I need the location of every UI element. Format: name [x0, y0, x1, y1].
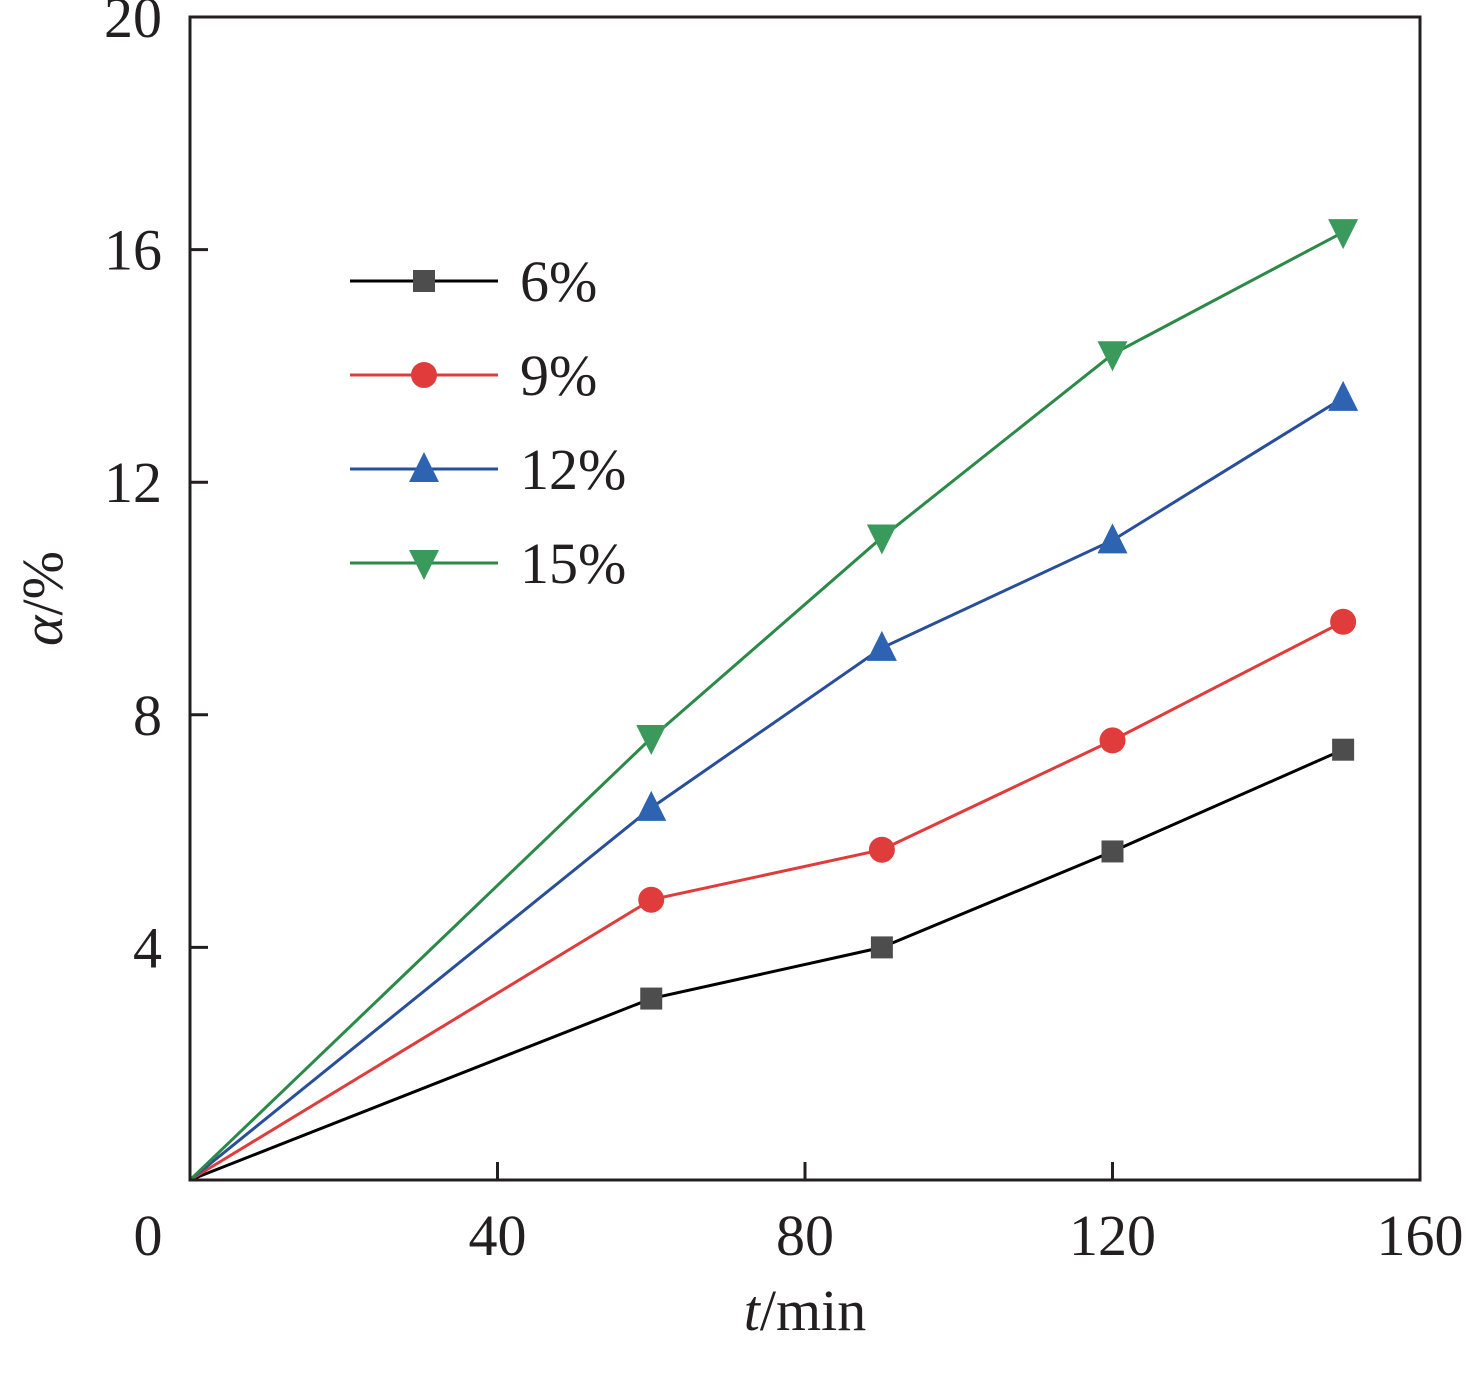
x-axis-unit: /min: [760, 1278, 866, 1343]
series-12-percent: [189, 380, 1359, 1182]
data-point: [866, 630, 897, 661]
data-point: [1101, 840, 1124, 863]
x-tick-label: 40: [469, 1203, 527, 1268]
y-tick-label: 4: [133, 915, 162, 980]
series-line: [189, 620, 1344, 1182]
y-axis-variable: α: [10, 614, 75, 646]
axis-ticks: [190, 15, 1422, 1180]
series-line: [189, 748, 1344, 1182]
y-tick-label: 20: [104, 0, 162, 50]
data-point: [638, 886, 665, 913]
series-line: [189, 396, 1344, 1182]
data-point: [1332, 738, 1355, 761]
data-point: [1097, 341, 1128, 372]
data-point: [866, 524, 897, 555]
legend-marker: [409, 452, 439, 482]
x-axis-variable: t: [744, 1278, 762, 1343]
y-axis-label: α/%: [10, 551, 75, 646]
x-tick-label: 160: [1377, 1203, 1464, 1268]
legend-label: 15%: [520, 531, 626, 596]
data-point: [636, 790, 667, 821]
legend-label: 12%: [520, 437, 626, 502]
series-layer: [188, 219, 1359, 1182]
y-tick-label: 16: [104, 218, 162, 283]
data-point: [870, 936, 893, 959]
data-point: [640, 987, 663, 1010]
legend-marker: [411, 362, 437, 388]
legend-marker: [409, 550, 439, 580]
legend-marker: [413, 270, 435, 292]
data-point: [636, 725, 667, 756]
legend-label: 9%: [520, 343, 597, 408]
origin-label: 0: [134, 1203, 163, 1268]
data-point: [1099, 727, 1126, 754]
legend-item: 9%: [350, 343, 597, 408]
data-point: [1328, 380, 1359, 411]
series-9-percent: [189, 608, 1357, 1182]
series-15-percent: [188, 219, 1359, 1182]
data-point: [1328, 219, 1359, 250]
x-tick-label: 80: [776, 1203, 834, 1268]
x-tick-label: 120: [1069, 1203, 1156, 1268]
y-tick-label: 12: [104, 450, 162, 515]
data-point: [868, 836, 895, 863]
legend-label: 6%: [520, 249, 597, 314]
legend-item: 12%: [350, 437, 626, 502]
data-point: [1097, 523, 1128, 554]
legend-item: 6%: [350, 249, 597, 314]
plot-frame: [188, 15, 1422, 1182]
tick-labels: 40 80 120 160 4 8 12 16 20 0: [104, 0, 1464, 1268]
x-axis-label: t/min: [744, 1278, 866, 1343]
y-axis-unit: /%: [10, 551, 75, 615]
y-tick-label: 8: [133, 683, 162, 748]
legend: 6% 9% 12% 15%: [350, 249, 626, 596]
legend-item: 15%: [350, 531, 626, 596]
series-6-percent: [189, 738, 1355, 1182]
data-point: [1330, 608, 1357, 635]
